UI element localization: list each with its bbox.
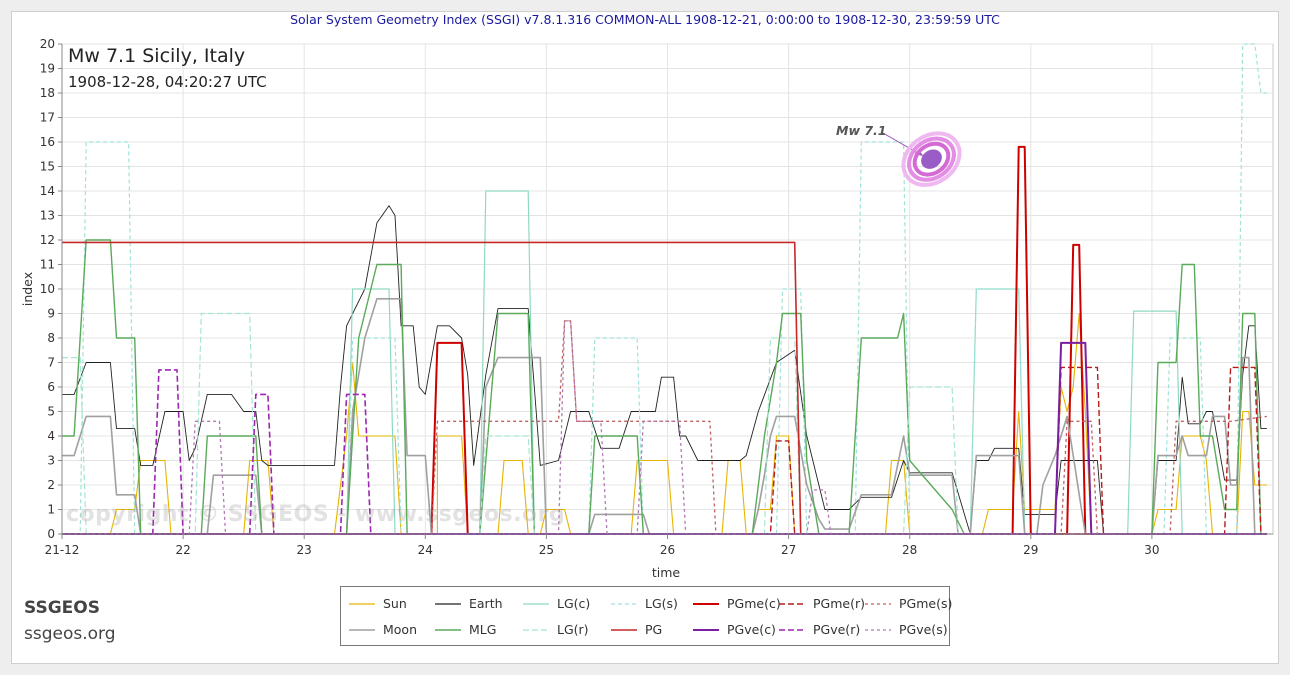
series-line-pgme-c [62, 145, 1267, 535]
brand-url: ssgeos.org [24, 624, 116, 644]
legend-label: LG(r) [557, 622, 589, 637]
legend-swatch [779, 603, 805, 605]
y-tick-label: 2 [47, 478, 55, 492]
y-tick-label: 17 [40, 111, 55, 125]
x-tick-label: 26 [660, 543, 675, 557]
y-tick-label: 12 [40, 233, 55, 247]
chart-grid [61, 43, 1274, 535]
watermark: copyright © SSGEOS - www.ssgeos.org [66, 502, 566, 527]
y-tick-label: 11 [40, 258, 55, 272]
earthquake-ripple-icon [881, 131, 962, 187]
series-line-pgme-r [62, 366, 1267, 535]
legend-swatch [693, 629, 719, 631]
legend-swatch [693, 603, 719, 605]
y-tick-label: 3 [47, 454, 55, 468]
x-tick-label: 21-12 [45, 543, 80, 557]
chart-header-title: Solar System Geometry Index (SSGI) v7.8.… [290, 12, 1000, 27]
x-tick-label: 28 [902, 543, 917, 557]
y-tick-label: 20 [40, 37, 55, 51]
y-tick-label: 5 [47, 405, 55, 419]
legend-swatch [349, 603, 375, 605]
legend-label: PGme(r) [813, 596, 865, 611]
series-line-mlg [62, 239, 1267, 535]
marker-core [921, 149, 942, 169]
y-tick-label: 7 [47, 356, 55, 370]
legend-swatch [523, 603, 549, 605]
legend-swatch [865, 629, 891, 631]
legend-label: PGve(r) [813, 622, 861, 637]
x-tick-label: 29 [1023, 543, 1038, 557]
series-line-pgve-r [62, 369, 1267, 535]
legend-swatch [523, 629, 549, 631]
legend-swatch [611, 629, 637, 631]
series-line-lg-r [62, 312, 1267, 535]
x-tick-label: 27 [781, 543, 796, 557]
legend-swatch [435, 603, 461, 605]
legend-label: MLG [469, 622, 497, 637]
y-tick-label: 15 [40, 160, 55, 174]
legend-label: PG [645, 622, 663, 637]
event-datetime: 1908-12-28, 04:20:27 UTC [68, 73, 267, 91]
legend-label: Earth [469, 596, 503, 611]
y-tick-label: 0 [47, 527, 55, 541]
series-line-pgme-s [62, 320, 1267, 535]
x-tick-label: 24 [418, 543, 433, 557]
x-tick-label: 25 [539, 543, 554, 557]
x-tick-label: 23 [297, 543, 312, 557]
y-tick-label: 19 [40, 62, 55, 76]
event-title: Mw 7.1 Sicily, Italy [68, 45, 246, 67]
legend-swatch [865, 603, 891, 605]
chart-legend: Sun Earth LG(c) LG(s) PGme(c) PGme(r) PGme(s) M… [340, 586, 953, 646]
legend-swatch [435, 629, 461, 631]
x-axis-label: time [652, 565, 681, 580]
legend-label: PGme(c) [727, 596, 781, 611]
legend-label: PGve(c) [727, 622, 776, 637]
y-axis-label: index [20, 272, 35, 306]
marker-ripple [907, 136, 956, 182]
y-tick-label: 8 [47, 331, 55, 345]
legend-label: Moon [383, 622, 418, 637]
y-tick-label: 18 [40, 86, 55, 100]
y-tick-label: 14 [40, 184, 55, 198]
x-tick-label: 30 [1144, 543, 1159, 557]
y-tick-label: 6 [47, 380, 55, 394]
y-tick-label: 13 [40, 209, 55, 223]
legend-swatch [349, 629, 375, 631]
x-tick-label: 22 [175, 543, 190, 557]
y-tick-label: 4 [47, 429, 55, 443]
y-tick-label: 1 [47, 503, 55, 517]
legend-label: PGme(s) [899, 596, 953, 611]
legend-label: LG(c) [557, 596, 591, 611]
marker-ripple [901, 131, 962, 187]
brand-name: SSGEOS [24, 598, 100, 618]
event-marker-label: Mw 7.1 [836, 123, 887, 138]
legend-swatch [779, 629, 805, 631]
y-tick-label: 10 [40, 282, 55, 296]
legend-label: LG(s) [645, 596, 678, 611]
marker-ripple [912, 141, 951, 177]
legend-label: Sun [383, 596, 407, 611]
y-tick-label: 16 [40, 135, 55, 149]
y-tick-label: 9 [47, 307, 55, 321]
legend-swatch [611, 603, 637, 605]
legend-label: PGve(s) [899, 622, 948, 637]
